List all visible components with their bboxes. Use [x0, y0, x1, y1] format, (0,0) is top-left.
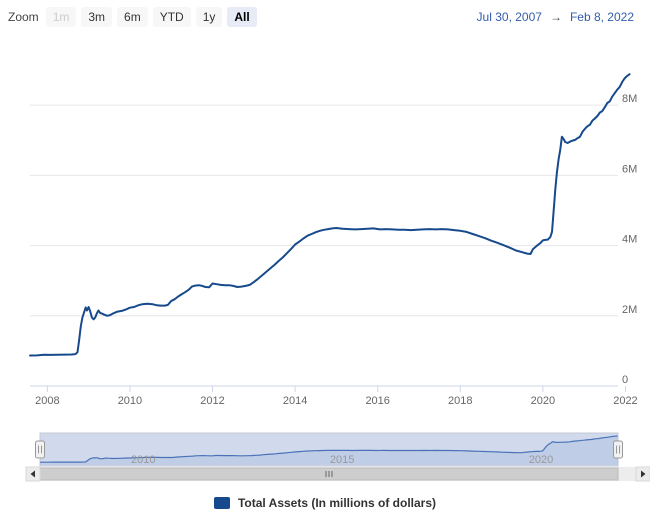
range-button-6m[interactable]: 6m — [117, 7, 148, 27]
range-button-1y[interactable]: 1y — [195, 7, 223, 27]
x-axis-label: 2020 — [531, 395, 555, 407]
x-axis-label: 2022 — [613, 395, 637, 407]
date-range-arrow-icon: → — [549, 10, 562, 24]
x-axis-label: 2010 — [118, 395, 142, 407]
x-axis-label: 2014 — [283, 395, 307, 407]
range-button-all[interactable]: All — [227, 7, 257, 27]
scrollbar-right-arrow-icon — [641, 470, 646, 478]
range-buttons: 1m 3m 6m YTD 1y All — [45, 7, 262, 27]
navigator-axis-label: 2015 — [330, 454, 354, 466]
x-axis-label: 2018 — [448, 395, 472, 407]
date-to[interactable]: Feb 8, 2022 — [569, 10, 634, 24]
navigator-handle-left[interactable] — [35, 440, 45, 459]
y-axis-label: 0 — [622, 374, 628, 386]
navigator-axis-label: 2020 — [529, 454, 553, 466]
y-axis-label: 2M — [622, 304, 637, 316]
y-axis-label: 6M — [622, 163, 637, 175]
range-selector-toolbar: Zoom 1m 3m 6m YTD 1y All Jul 30, 2007 → Feb 8… — [8, 6, 634, 28]
legend-label[interactable]: Total Assets (In millions of dollars) — [237, 496, 437, 510]
x-axis-label: 2008 — [35, 395, 59, 407]
legend-swatch-icon[interactable] — [213, 497, 230, 509]
total-assets-line — [29, 73, 631, 357]
navigator-axis-label: 2010 — [131, 454, 155, 466]
legend: Total Assets (In millions of dollars) — [0, 494, 650, 512]
x-axis-label: 2016 — [365, 395, 389, 407]
x-axis-label: 2012 — [200, 395, 224, 407]
zoom-label: Zoom — [8, 10, 39, 24]
navigator-line — [40, 435, 618, 463]
scrollbar-left-arrow-icon — [30, 470, 35, 478]
date-from[interactable]: Jul 30, 2007 — [476, 10, 542, 24]
y-axis-label: 8M — [622, 93, 637, 105]
chart-canvas: 0 2M 4M 6M 8M 2008 2010 2012 2014 2016 2018 2020 202… — [25, 73, 650, 482]
range-button-ytd[interactable]: YTD — [152, 7, 191, 27]
date-range: Jul 30, 2007 → Feb 8, 2022 — [477, 10, 634, 24]
range-button-3m[interactable]: 3m — [81, 7, 113, 27]
y-axis-label: 4M — [622, 234, 637, 246]
range-button-1m: 1m — [45, 7, 77, 27]
navigator-handle-right[interactable] — [613, 440, 623, 459]
navigator-mask[interactable] — [39, 432, 619, 467]
